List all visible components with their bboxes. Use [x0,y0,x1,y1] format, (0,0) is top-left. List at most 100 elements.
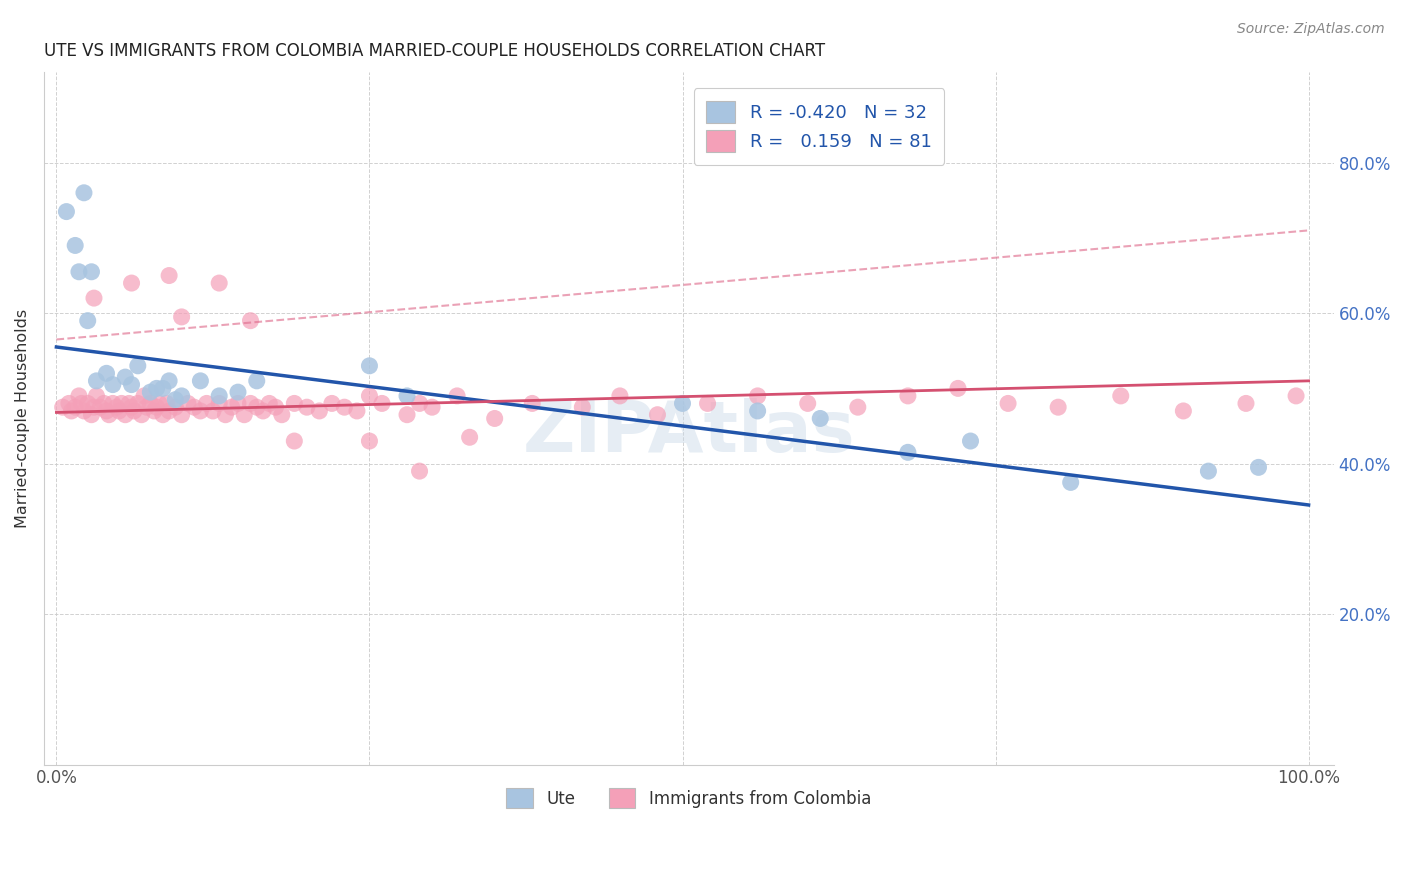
Point [283,434,305,448]
Point [1247,460,1270,475]
Point [671,396,693,410]
Point [1234,396,1257,410]
Point [165,400,187,414]
Point [60,404,83,418]
Point [183,400,205,414]
Point [747,389,769,403]
Point [522,396,544,410]
Y-axis label: Married-couple Households: Married-couple Households [15,309,30,528]
Point [208,396,231,410]
Point [63,238,86,252]
Point [121,377,143,392]
Point [796,396,818,410]
Point [647,408,669,422]
Point [446,389,468,403]
Text: Source: ZipAtlas.com: Source: ZipAtlas.com [1237,22,1385,37]
Point [946,381,969,395]
Point [246,374,269,388]
Point [170,389,193,403]
Point [897,389,920,403]
Point [89,400,111,414]
Point [190,404,212,418]
Point [259,396,281,410]
Point [127,396,149,410]
Point [308,404,330,418]
Point [131,408,153,422]
Point [152,381,174,395]
Point [86,389,108,403]
Point [246,400,269,414]
Point [157,374,180,388]
Point [52,400,75,414]
Point [395,389,418,403]
Point [252,404,274,418]
Point [458,430,481,444]
Point [83,400,105,414]
Point [321,396,343,410]
Point [108,404,131,418]
Point [143,404,166,418]
Point [63,400,86,414]
Point [221,400,243,414]
Point [118,396,141,410]
Point [897,445,920,459]
Point [76,314,98,328]
Point [70,396,93,410]
Point [1285,389,1308,403]
Text: UTE VS IMMIGRANTS FROM COLOMBIA MARRIED-COUPLE HOUSEHOLDS CORRELATION CHART: UTE VS IMMIGRANTS FROM COLOMBIA MARRIED-… [44,42,825,60]
Point [135,400,157,414]
Point [110,396,132,410]
Point [239,314,262,328]
Point [333,400,356,414]
Point [80,265,103,279]
Point [96,367,118,381]
Point [73,186,96,200]
Point [270,408,292,422]
Point [165,392,187,407]
Point [157,404,180,418]
Point [408,396,430,410]
Point [239,396,262,410]
Legend: Ute, Immigrants from Colombia: Ute, Immigrants from Colombia [499,781,877,815]
Point [1047,400,1070,414]
Point [420,400,443,414]
Point [609,389,631,403]
Point [226,396,249,410]
Point [1060,475,1083,490]
Point [76,396,98,410]
Point [127,359,149,373]
Point [67,265,90,279]
Point [114,408,136,422]
Point [98,408,121,422]
Point [114,370,136,384]
Point [226,385,249,400]
Point [371,396,394,410]
Point [132,389,155,403]
Point [571,400,593,414]
Point [145,400,167,414]
Point [157,268,180,283]
Point [80,408,103,422]
Point [283,396,305,410]
Point [86,374,108,388]
Point [145,381,167,395]
Point [233,408,256,422]
Point [55,204,77,219]
Point [170,310,193,324]
Point [101,396,124,410]
Point [148,396,170,410]
Point [67,389,90,403]
Point [190,374,212,388]
Point [346,404,368,418]
Point [484,411,506,425]
Point [1109,389,1132,403]
Point [696,396,718,410]
Point [139,396,162,410]
Point [208,389,231,403]
Point [808,411,831,425]
Point [96,404,118,418]
Text: ZIPAtlas: ZIPAtlas [523,398,855,467]
Point [846,400,869,414]
Point [152,408,174,422]
Point [395,408,418,422]
